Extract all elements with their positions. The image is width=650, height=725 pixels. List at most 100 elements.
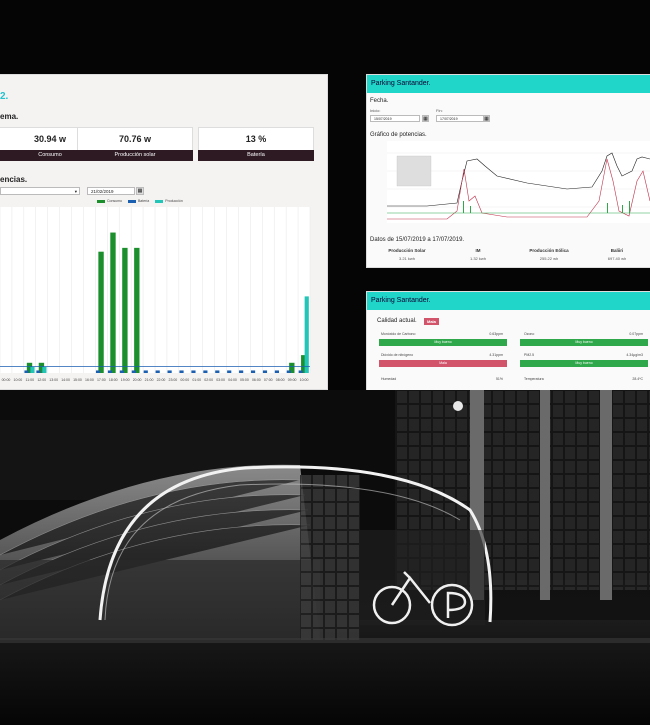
stat-value-baliiri: 697.40 wh <box>607 256 627 261</box>
bar-batera-18 <box>215 370 220 373</box>
x-tick-label: 08:00 <box>276 378 285 382</box>
chart-legend: Consumo Batería Producción <box>92 199 183 203</box>
chevron-down-icon: ▾ <box>74 189 77 194</box>
datos-heading: Datos de 15/07/2019 a 17/07/2019. <box>370 237 465 243</box>
legend-produccion: Producción <box>165 199 183 203</box>
x-tick-label: 03:00 <box>216 378 225 382</box>
fin-input[interactable]: 17/07/2019 <box>436 115 486 122</box>
series-spikes-green <box>463 201 630 213</box>
calendar-icon[interactable]: ▦ <box>422 115 429 122</box>
solar-value: 70.76 w <box>118 134 152 144</box>
bar-consumo-25 <box>301 355 307 373</box>
bike-parking-logo <box>372 571 474 627</box>
system-section-heading: ema. <box>0 112 19 121</box>
x-tick-label: 14:00 <box>61 378 70 382</box>
street-light <box>453 401 463 411</box>
calendar-icon[interactable]: ▦ <box>483 115 490 122</box>
parking-power-panel: Parking Santander. Fecha. Inicio: 15/07/… <box>367 75 650 267</box>
bar-batera-20 <box>239 370 244 373</box>
bar-produccin-2 <box>30 366 35 373</box>
power-bar-chart: 00:00 10:00 11:00 12:00 13:00 14:00 15:00 16:00… <box>0 207 311 382</box>
aq-status-no2: Mala <box>379 360 507 367</box>
x-tick-label: 19:00 <box>121 378 130 382</box>
bar-batera-3 <box>36 370 41 373</box>
bar-batera-9 <box>107 370 113 373</box>
x-tick-label: 20:00 <box>133 378 142 382</box>
fecha-heading: Fecha. <box>370 98 389 104</box>
stat-head-solar: Producción Solar <box>388 248 426 253</box>
photo-illustration <box>0 390 650 725</box>
x-tick-label: 04:00 <box>228 378 237 382</box>
bar-batera-16 <box>191 370 196 373</box>
bar-consumo-2 <box>26 362 33 373</box>
bar-batera-19 <box>227 370 232 373</box>
humedad-value: 51% <box>495 377 503 381</box>
perforated-panel <box>300 475 360 640</box>
x-tick-label: 23:00 <box>169 378 178 382</box>
aq-value-co: 0.63ppm <box>489 332 503 336</box>
battery-card: 13 % <box>198 127 314 151</box>
x-tick-label: 07:00 <box>264 378 273 382</box>
bar-batera-17 <box>203 370 208 373</box>
date-input[interactable]: 21/02/2019 <box>87 187 135 195</box>
x-tick-label: 09:00 <box>288 378 297 382</box>
bar-batera-25 <box>298 370 303 373</box>
bar-batera-24 <box>286 370 291 373</box>
stat-value-im: 1.32 kwh <box>469 256 486 261</box>
x-tick-label: 22:00 <box>157 378 166 382</box>
chart-tooltip <box>396 155 432 187</box>
bar-consumo-9 <box>110 232 116 373</box>
battery-label: Batería <box>198 150 314 161</box>
bar-batera-13 <box>155 370 160 373</box>
bar-consumo-10 <box>122 247 128 373</box>
aq-value-ozono: 0.07ppm <box>629 332 643 336</box>
aq-label-ozono: Ozono <box>524 332 535 336</box>
x-tick-label: 15:00 <box>73 378 82 382</box>
bar-consumo-24 <box>289 362 295 373</box>
legend-bateria: Batería <box>137 199 150 203</box>
calidad-heading: Calidad actual. <box>377 318 417 324</box>
stat-value-solar: 3.21 kwh <box>398 256 415 261</box>
aq-status-ozono: Muy bueno <box>520 339 648 346</box>
x-tick-label: 10:00 <box>300 378 309 382</box>
bar-consumo-3 <box>38 362 45 373</box>
temp-label: Temperatura <box>524 377 544 381</box>
panel-title: Parking Santander. <box>371 80 431 87</box>
inicio-label: Inicio: <box>370 108 381 113</box>
aq-value-no2: 4.31ppm <box>489 353 503 357</box>
inicio-input[interactable]: 15/07/2019 <box>370 115 420 122</box>
solar-label: Producción solar <box>77 150 193 161</box>
stat-head-eolica: Producción Eólica <box>529 248 569 253</box>
bar-batera-11 <box>131 370 136 373</box>
panel-header: Parking Santander. <box>367 292 650 310</box>
aq-status-co: Muy bueno <box>379 339 507 346</box>
bar-produccin-25 <box>304 296 309 373</box>
panel-header: Parking Santander. <box>367 75 650 93</box>
series-select[interactable]: ▾ <box>0 187 80 195</box>
x-tick-label: 21:00 <box>145 378 154 382</box>
x-tick-label: 00:00 <box>2 378 11 382</box>
x-tick-label: 01:00 <box>192 378 201 382</box>
stat-head-baliiri: Baliiri <box>610 248 624 253</box>
x-tick-label: 18:00 <box>109 378 118 382</box>
x-tick-label: 06:00 <box>252 378 261 382</box>
bar-batera-8 <box>95 370 101 373</box>
temp-value: 28.4ºC <box>632 377 643 381</box>
panel-title: Parking Santander. <box>371 297 431 304</box>
x-tick-label: 16:00 <box>85 378 94 382</box>
x-tick-label: 12:00 <box>37 378 46 382</box>
x-tick-label: 13:00 <box>49 378 58 382</box>
bar-batera-22 <box>262 370 268 373</box>
dashboard-title: 2. <box>0 91 9 102</box>
stat-head-im: IM <box>475 248 481 253</box>
series-line-red <box>387 158 650 220</box>
battery-value: 13 % <box>245 134 267 144</box>
x-tick-label: 11:00 <box>26 378 35 382</box>
air-quality-panel: Parking Santander. Calidad actual. Mala … <box>367 292 650 392</box>
aq-label-pm25: PM2.5 <box>524 353 535 357</box>
bar-batera-15 <box>179 370 184 373</box>
x-tick-label: 17:00 <box>97 378 106 382</box>
calendar-icon[interactable]: ▦ <box>136 187 144 195</box>
fin-label: Fin: <box>436 108 443 113</box>
